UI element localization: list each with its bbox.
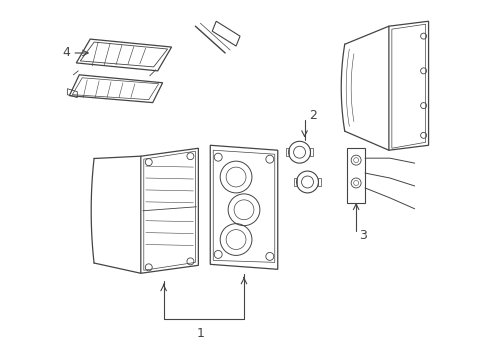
Text: 2: 2 bbox=[309, 109, 317, 122]
Text: 3: 3 bbox=[358, 229, 366, 242]
Text: 1: 1 bbox=[196, 327, 204, 340]
Text: 4: 4 bbox=[62, 46, 70, 59]
